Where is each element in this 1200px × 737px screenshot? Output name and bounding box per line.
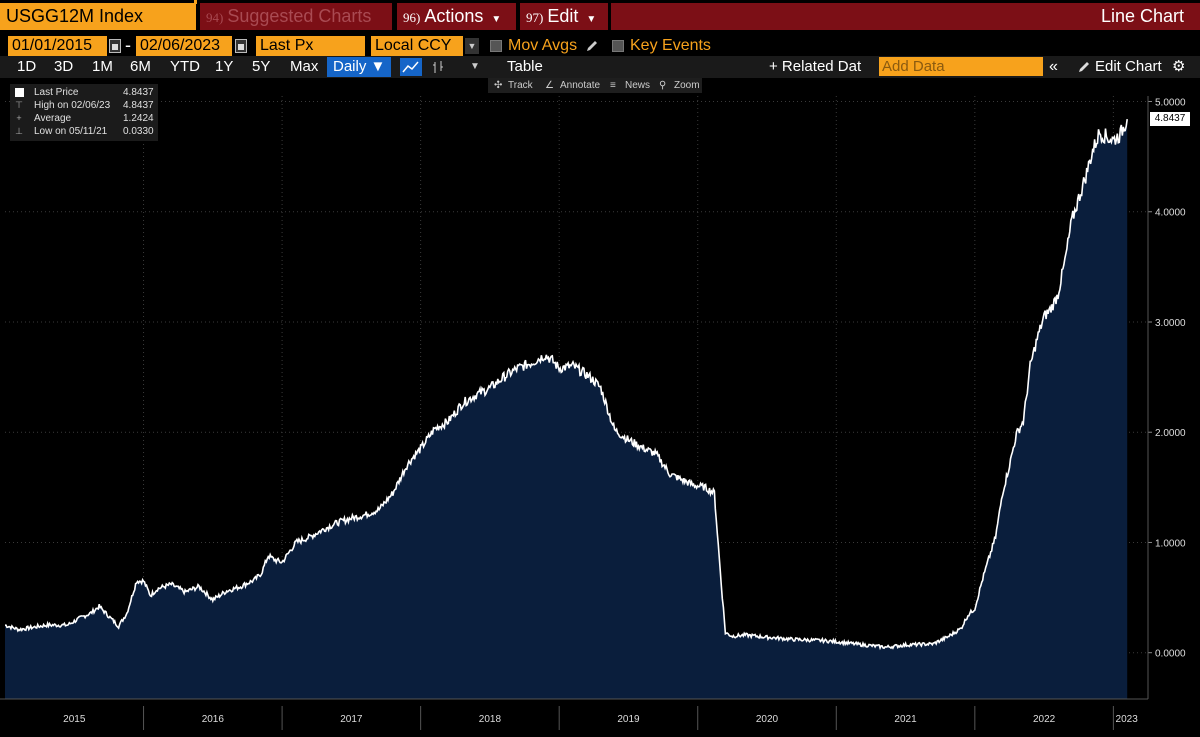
chevron-down-icon[interactable]: ▼	[465, 38, 479, 54]
legend-high: ⊤ High on 02/06/23 4.8437	[10, 99, 158, 112]
bar-chart-icon[interactable]	[428, 58, 450, 76]
x-axis: 2015 2016 2017 2018 2019 2020 2021 2022 2023	[63, 706, 1138, 730]
legend-last-price-value: 4.8437	[123, 87, 154, 98]
x-tick-label: 2022	[1033, 714, 1056, 725]
x-tick-label: 2020	[756, 714, 779, 725]
calendar-icon[interactable]	[109, 39, 121, 53]
legend-average: + Average 1.2424	[10, 112, 158, 125]
suggested-charts-button[interactable]: 94) Suggested Charts	[200, 3, 392, 30]
date-separator: -	[125, 35, 131, 55]
edit-chart-button[interactable]: Edit Chart	[1095, 58, 1162, 75]
x-tick-label: 2018	[479, 714, 502, 725]
ticker-field[interactable]: USGG12M Index	[0, 3, 196, 30]
gear-icon[interactable]: ⚙	[1172, 58, 1186, 75]
actions-label: Actions	[424, 6, 484, 26]
zoom-icon[interactable]: ⚲	[659, 80, 667, 91]
actions-menu[interactable]: 96) Actions ▼	[397, 3, 516, 30]
start-date-input[interactable]: 01/01/2015	[8, 36, 107, 56]
related-data-button[interactable]: + Related Dat	[769, 58, 862, 75]
annotate-icon[interactable]: ∠	[545, 80, 554, 91]
edit-label: Edit	[547, 6, 579, 26]
price-line	[5, 118, 1128, 651]
chart-legend[interactable]: Last Price 4.8437 ⊤ High on 02/06/23 4.8…	[10, 84, 158, 141]
cursor-marker	[194, 0, 197, 4]
news-button[interactable]: News	[625, 80, 651, 91]
series-swatch	[15, 88, 24, 97]
currency-select[interactable]: Local CCY	[371, 36, 463, 56]
high-icon: ⊤	[15, 100, 23, 110]
legend-last-price-label: Last Price	[34, 87, 79, 98]
x-tick-label: 2023	[1116, 714, 1139, 725]
edit-menu[interactable]: 97) Edit ▼	[520, 3, 608, 30]
y-tick-label: 1.0000	[1155, 538, 1186, 549]
y-tick-label: 0.0000	[1155, 649, 1186, 660]
y-tick-label: 5.0000	[1155, 98, 1186, 109]
calendar-icon[interactable]	[235, 39, 247, 53]
y-tick-label: 2.0000	[1155, 428, 1186, 439]
legend-average-label: Average	[34, 113, 72, 124]
period-1m-button[interactable]: 1M	[92, 58, 113, 75]
line-chart-icon[interactable]	[400, 58, 422, 76]
suggested-num: 94)	[206, 10, 224, 25]
chart-grid	[5, 96, 1148, 699]
period-max-button[interactable]: Max	[290, 58, 319, 75]
chevron-down-icon: ▼	[586, 14, 597, 25]
legend-last-price: Last Price 4.8437	[10, 86, 158, 99]
actions-num: 96)	[403, 10, 421, 25]
key-events-label[interactable]: Key Events	[630, 37, 711, 54]
legend-low: ⊥ Low on 05/11/21 0.0330	[10, 125, 158, 138]
add-data-input[interactable]: Add Data	[879, 57, 1043, 76]
collapse-icon[interactable]: «	[1049, 58, 1058, 75]
y-tick-label: 4.0000	[1155, 208, 1186, 219]
key-events-checkbox[interactable]	[612, 40, 624, 52]
y-axis: 5.0000 4.0000 3.0000 2.0000 1.0000 0.0000	[1148, 98, 1186, 660]
average-icon: +	[16, 113, 22, 123]
last-value-label: 4.8437	[1150, 112, 1190, 127]
suggested-label: Suggested Charts	[227, 6, 372, 26]
pencil-icon[interactable]	[1076, 59, 1092, 75]
chart-type-label: Line Chart	[611, 3, 1200, 30]
period-1y-button[interactable]: 1Y	[215, 58, 234, 75]
chevron-down-icon: ▼	[491, 14, 502, 25]
period-3d-button[interactable]: 3D	[54, 58, 74, 75]
track-button[interactable]: Track	[508, 80, 533, 91]
period-1d-button[interactable]: 1D	[17, 58, 37, 75]
mov-avgs-label[interactable]: Mov Avgs	[508, 37, 578, 54]
news-icon[interactable]: ≡	[610, 80, 616, 91]
chart-tools: ✣ Track ∠ Annotate ≡ News ⚲ Zoom	[488, 78, 702, 93]
frequency-select[interactable]: Daily ▼	[327, 57, 392, 77]
legend-low-label: Low on 05/11/21	[34, 126, 108, 137]
period-5y-button[interactable]: 5Y	[252, 58, 271, 75]
field-select[interactable]: Last Px	[256, 36, 365, 56]
legend-low-value: 0.0330	[123, 126, 154, 137]
end-date-input[interactable]: 02/06/2023	[136, 36, 232, 56]
pencil-icon[interactable]	[584, 38, 600, 54]
y-tick-label: 3.0000	[1155, 318, 1186, 329]
x-tick-label: 2019	[617, 714, 640, 725]
legend-high-label: High on 02/06/23	[34, 100, 111, 111]
x-tick-label: 2016	[202, 714, 225, 725]
period-ytd-button[interactable]: YTD	[170, 58, 200, 75]
edit-num: 97)	[526, 10, 544, 25]
annotate-button[interactable]: Annotate	[560, 80, 601, 91]
title-bar: USGG12M Index 94) Suggested Charts 96) Act…	[0, 0, 1200, 30]
x-tick-label: 2017	[340, 714, 363, 725]
legend-average-value: 1.2424	[123, 113, 154, 124]
low-icon: ⊥	[15, 126, 23, 136]
price-area	[5, 119, 1128, 700]
zoom-button[interactable]: Zoom	[674, 80, 700, 91]
x-tick-label: 2021	[894, 714, 917, 725]
mov-avgs-checkbox[interactable]	[490, 40, 502, 52]
legend-high-value: 4.8437	[123, 100, 154, 111]
track-icon[interactable]: ✣	[494, 80, 503, 91]
period-6m-button[interactable]: 6M	[130, 58, 151, 75]
chevron-down-icon[interactable]: ▼	[470, 61, 480, 72]
table-button[interactable]: Table	[507, 58, 543, 75]
x-tick-label: 2015	[63, 714, 86, 725]
